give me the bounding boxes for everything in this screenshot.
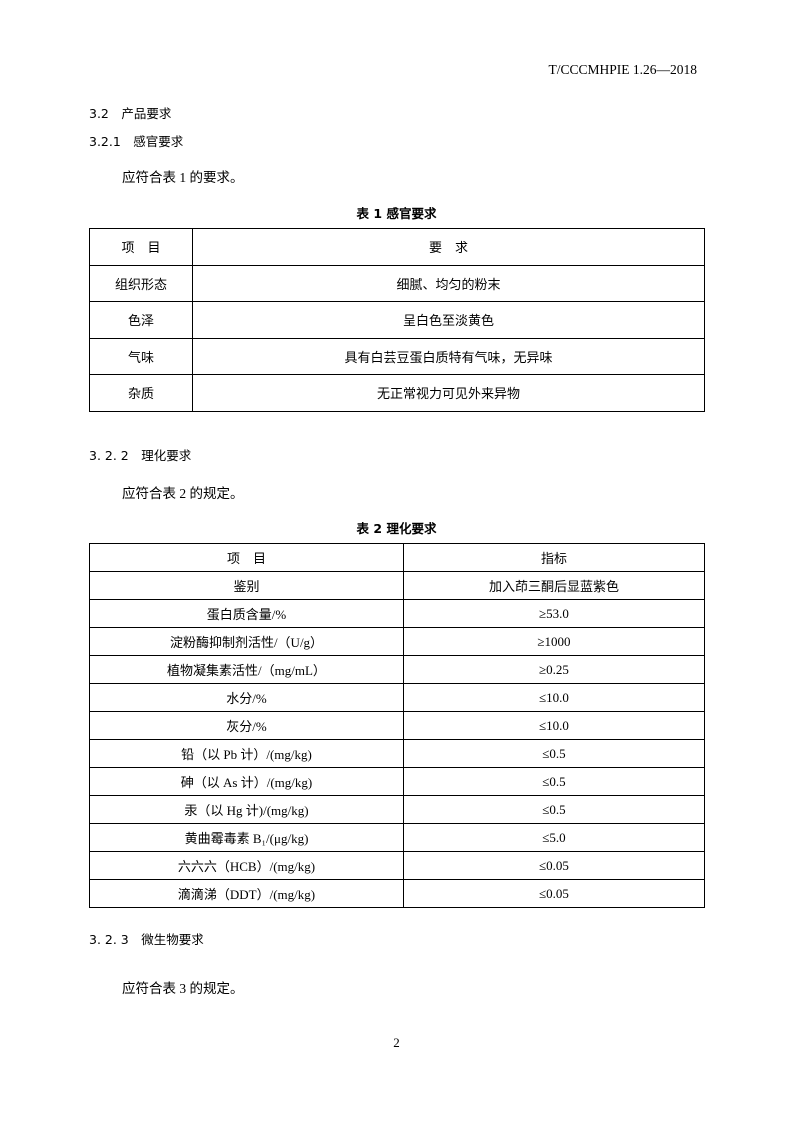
sensory-requirements-table: 项 目 要 求 组织形态 细腻、均匀的粉末 色泽 呈白色至淡黄色 气味 具有白芸豆蛋白…	[89, 228, 705, 412]
item-cell: 砷（以 As 计）/(mg/kg)	[89, 767, 404, 796]
requirement-cell: 细腻、均匀的粉末	[192, 264, 705, 302]
item-cell: 淀粉酶抑制剂活性/（U/g）	[89, 627, 404, 656]
table-row: 汞（以 Hg 计)/(mg/kg) ≤0.5	[89, 795, 705, 824]
indicator-cell: ≥53.0	[403, 599, 705, 628]
item-cell: 鉴别	[89, 571, 404, 600]
section-heading-3-2-1: 3.2.1 感官要求	[89, 134, 184, 149]
table-row: 色泽 呈白色至淡黄色	[89, 301, 705, 339]
requirement-cell: 无正常视力可见外来异物	[192, 374, 705, 412]
item-cell: 灰分/%	[89, 711, 404, 740]
physicochemical-requirements-table: 项 目 指标 鉴别 加入茚三酮后显蓝紫色 蛋白质含量/% ≥53.0 淀粉酶抑制剂活性/…	[89, 543, 705, 908]
item-cell: 铅（以 Pb 计）/(mg/kg)	[89, 739, 404, 768]
header-cell: 指标	[403, 543, 705, 572]
table-row: 六六六（HCB）/(mg/kg) ≤0.05	[89, 851, 705, 880]
page-number: 2	[393, 1035, 400, 1050]
table-row: 黄曲霉毒素 B₁/(μg/kg) ≤5.0	[89, 823, 705, 852]
indicator-cell: ≤10.0	[403, 711, 705, 740]
table2-caption: 表 2 理化要求	[356, 521, 437, 536]
header-cell: 项 目	[89, 543, 404, 572]
indicator-cell: ≤10.0	[403, 683, 705, 712]
item-cell: 杂质	[89, 374, 193, 412]
indicator-cell: ≤0.05	[403, 879, 705, 908]
table-row: 水分/% ≤10.0	[89, 683, 705, 712]
paragraph: 应符合表 1 的要求。	[122, 170, 244, 185]
header-cell: 项 目	[89, 228, 193, 266]
item-cell: 植物凝集素活性/（mg/mL）	[89, 655, 404, 684]
indicator-cell: 加入茚三酮后显蓝紫色	[403, 571, 705, 600]
header-cell: 要 求	[192, 228, 705, 266]
indicator-cell: ≤0.05	[403, 851, 705, 880]
item-cell: 水分/%	[89, 683, 404, 712]
item-cell: 色泽	[89, 301, 193, 339]
indicator-cell: ≥1000	[403, 627, 705, 656]
table-header-row: 项 目 指标	[89, 543, 705, 572]
item-cell: 蛋白质含量/%	[89, 599, 404, 628]
paragraph: 应符合表 3 的规定。	[122, 981, 244, 996]
indicator-cell: ≥0.25	[403, 655, 705, 684]
table-row: 砷（以 As 计）/(mg/kg) ≤0.5	[89, 767, 705, 796]
indicator-cell: ≤0.5	[403, 795, 705, 824]
section-heading-3-2: 3.2 产品要求	[89, 106, 172, 121]
requirement-cell: 呈白色至淡黄色	[192, 301, 705, 339]
indicator-cell: ≤0.5	[403, 767, 705, 796]
item-cell: 组织形态	[89, 264, 193, 302]
table-row: 铅（以 Pb 计）/(mg/kg) ≤0.5	[89, 739, 705, 768]
section-heading-3-2-3: 3. 2. 3 微生物要求	[89, 932, 204, 947]
indicator-cell: ≤5.0	[403, 823, 705, 852]
item-cell: 气味	[89, 337, 193, 375]
item-cell: 汞（以 Hg 计)/(mg/kg)	[89, 795, 404, 824]
table-row: 灰分/% ≤10.0	[89, 711, 705, 740]
table-row: 植物凝集素活性/（mg/mL） ≥0.25	[89, 655, 705, 684]
document-code: T/CCCMHPIE 1.26—2018	[548, 62, 697, 77]
table-row: 蛋白质含量/% ≥53.0	[89, 599, 705, 628]
item-cell: 滴滴涕（DDT）/(mg/kg)	[89, 879, 404, 908]
requirement-cell: 具有白芸豆蛋白质特有气味，无异味	[192, 337, 705, 375]
item-cell: 黄曲霉毒素 B₁/(μg/kg)	[89, 823, 404, 852]
paragraph: 应符合表 2 的规定。	[122, 486, 244, 501]
indicator-cell: ≤0.5	[403, 739, 705, 768]
table-row: 鉴别 加入茚三酮后显蓝紫色	[89, 571, 705, 600]
table1-caption: 表 1 感官要求	[356, 206, 437, 221]
table-row: 气味 具有白芸豆蛋白质特有气味，无异味	[89, 337, 705, 375]
table-row: 杂质 无正常视力可见外来异物	[89, 374, 705, 412]
table-row: 淀粉酶抑制剂活性/（U/g） ≥1000	[89, 627, 705, 656]
table-row: 滴滴涕（DDT）/(mg/kg) ≤0.05	[89, 879, 705, 908]
item-cell: 六六六（HCB）/(mg/kg)	[89, 851, 404, 880]
section-heading-3-2-2: 3. 2. 2 理化要求	[89, 448, 192, 463]
table-header-row: 项 目 要 求	[89, 228, 705, 266]
table-row: 组织形态 细腻、均匀的粉末	[89, 264, 705, 302]
